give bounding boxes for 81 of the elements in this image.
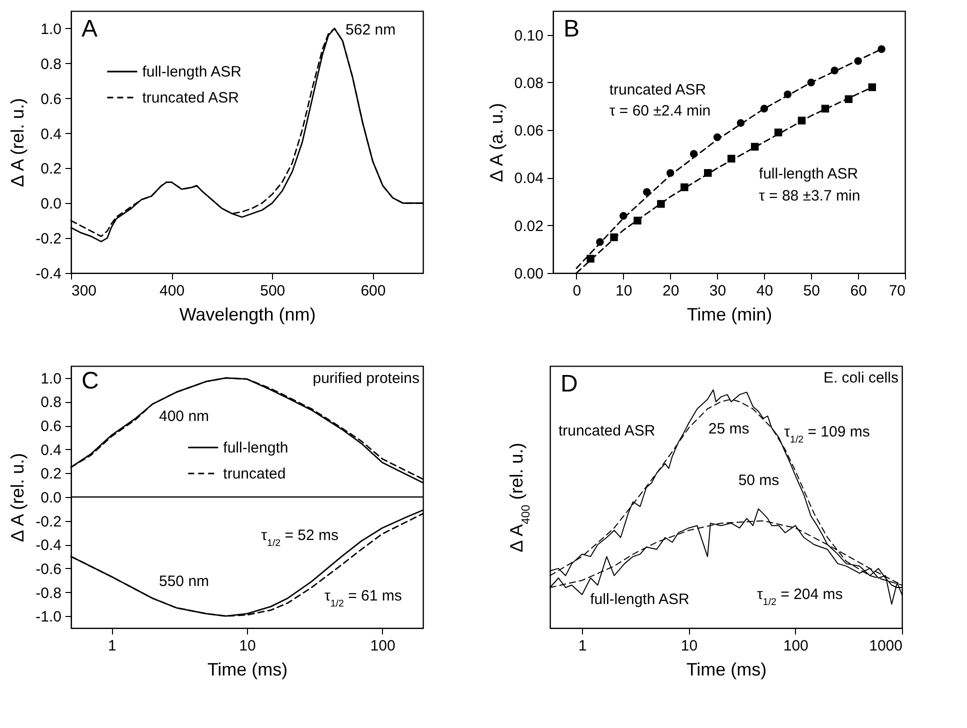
x-tick-label: 1 (578, 638, 587, 654)
series-label: full-length ASR (758, 165, 858, 182)
legend-label: full-length (223, 440, 288, 456)
x-axis-title: Time (ms) (207, 660, 288, 680)
series-label: full-length ASR (590, 590, 690, 608)
y-tick-label: 0.02 (514, 218, 544, 235)
point (642, 188, 651, 196)
point (878, 45, 886, 53)
y-tick-label: 0.0 (40, 490, 62, 506)
text: E. coli cells (823, 370, 898, 387)
x-tick-label: 50 (803, 282, 820, 300)
annotation: τ = 60 ±2.4 min (609, 102, 711, 120)
x-tick-label: 20 (662, 282, 680, 300)
point (704, 169, 712, 177)
chart-title: D (560, 370, 578, 398)
annotation: τ$_{1/2}$ = 61 ms (324, 588, 402, 610)
y-tick-label: 0.04 (514, 170, 544, 188)
y-axis-title: Δ A (a. u.) (486, 102, 506, 182)
annotation: 50 ms (738, 472, 780, 490)
x-axis-title: Wavelength (nm) (179, 304, 316, 324)
y-tick-label: 0.6 (40, 90, 62, 108)
y-axis-title: Δ A (rel. u.) (8, 452, 28, 542)
x-tick-label: 600 (360, 282, 386, 300)
series-label: truncated ASR (558, 422, 656, 440)
chart-title: B (564, 15, 580, 42)
x-tick-label: 500 (260, 282, 286, 300)
legend-label: truncated (223, 466, 286, 482)
y-tick-label: -0.2 (36, 513, 62, 530)
y-tick-label: 0.10 (514, 27, 544, 44)
x-axis-title: Time (ms) (686, 660, 767, 680)
x-tick-label: 300 (72, 282, 97, 300)
annotation: 400 nm (159, 408, 210, 425)
y-tick-label: 0.00 (514, 266, 544, 282)
x-tick-label: 30 (709, 282, 726, 300)
y-tick-label: 1.0 (40, 370, 62, 388)
legend-label: full-length ASR (142, 64, 242, 81)
x-tick-label: 10 (616, 282, 632, 300)
y-tick-label: 0.4 (40, 442, 62, 459)
y-tick-label: 1.0 (40, 20, 62, 38)
y-tick-label: 0.0 (40, 196, 62, 213)
annotation: purified proteins (312, 370, 420, 387)
x-tick-label: 100 (783, 638, 808, 654)
x-tick-label: 1000 (869, 638, 902, 654)
x-axis-title: Time (min) (686, 304, 772, 324)
x-tick-label: 70 (888, 282, 906, 300)
y-tick-label: 0.2 (40, 160, 62, 178)
x-tick-label: 0 (572, 282, 582, 300)
y-tick-label: -0.4 (36, 266, 62, 282)
x-tick-label: 100 (370, 638, 396, 654)
y-tick-label: 0.6 (40, 418, 62, 436)
y-axis-title: Δ A (rel. u.) (8, 98, 28, 188)
y-tick-label: 0.4 (40, 126, 62, 143)
annotation: τ$_{1/2}$ = 204 ms (756, 586, 843, 608)
y-tick-label: 0.2 (40, 466, 62, 483)
y-tick-label: 0.06 (514, 122, 544, 140)
y-tick-label: -1.0 (36, 608, 62, 626)
y-tick-label: 0.8 (40, 56, 62, 73)
annotation: τ$_{1/2}$ = 109 ms (784, 424, 870, 445)
point (657, 200, 665, 208)
x-tick-label: 60 (850, 282, 867, 300)
x-tick-label: 40 (756, 282, 774, 300)
annotation: 562 nm (346, 21, 396, 38)
y-tick-label: 0.08 (514, 74, 544, 92)
x-tick-label: 10 (680, 638, 698, 654)
y-tick-label: 0.8 (40, 394, 62, 412)
annotation: τ = 88 ±3.7 min (758, 188, 860, 205)
legend-label: truncated ASR (142, 90, 240, 107)
annotation: 550 nm (159, 572, 210, 590)
y-tick-label: -0.4 (36, 537, 62, 554)
chart-title: C (82, 368, 99, 395)
annotation: τ$_{1/2}$ = 52 ms (261, 526, 339, 548)
y-tick-label: -0.8 (36, 584, 62, 602)
x-tick-label: 10 (239, 638, 256, 654)
x-tick-label: 1 (108, 638, 116, 654)
point (634, 216, 642, 224)
text: truncated ASR (609, 82, 706, 99)
x-tick-label: 400 (160, 282, 185, 300)
y-tick-label: -0.2 (36, 230, 62, 248)
chart-title: A (82, 15, 98, 42)
annotation: 25 ms (708, 420, 750, 438)
y-tick-label: -0.6 (36, 560, 62, 578)
